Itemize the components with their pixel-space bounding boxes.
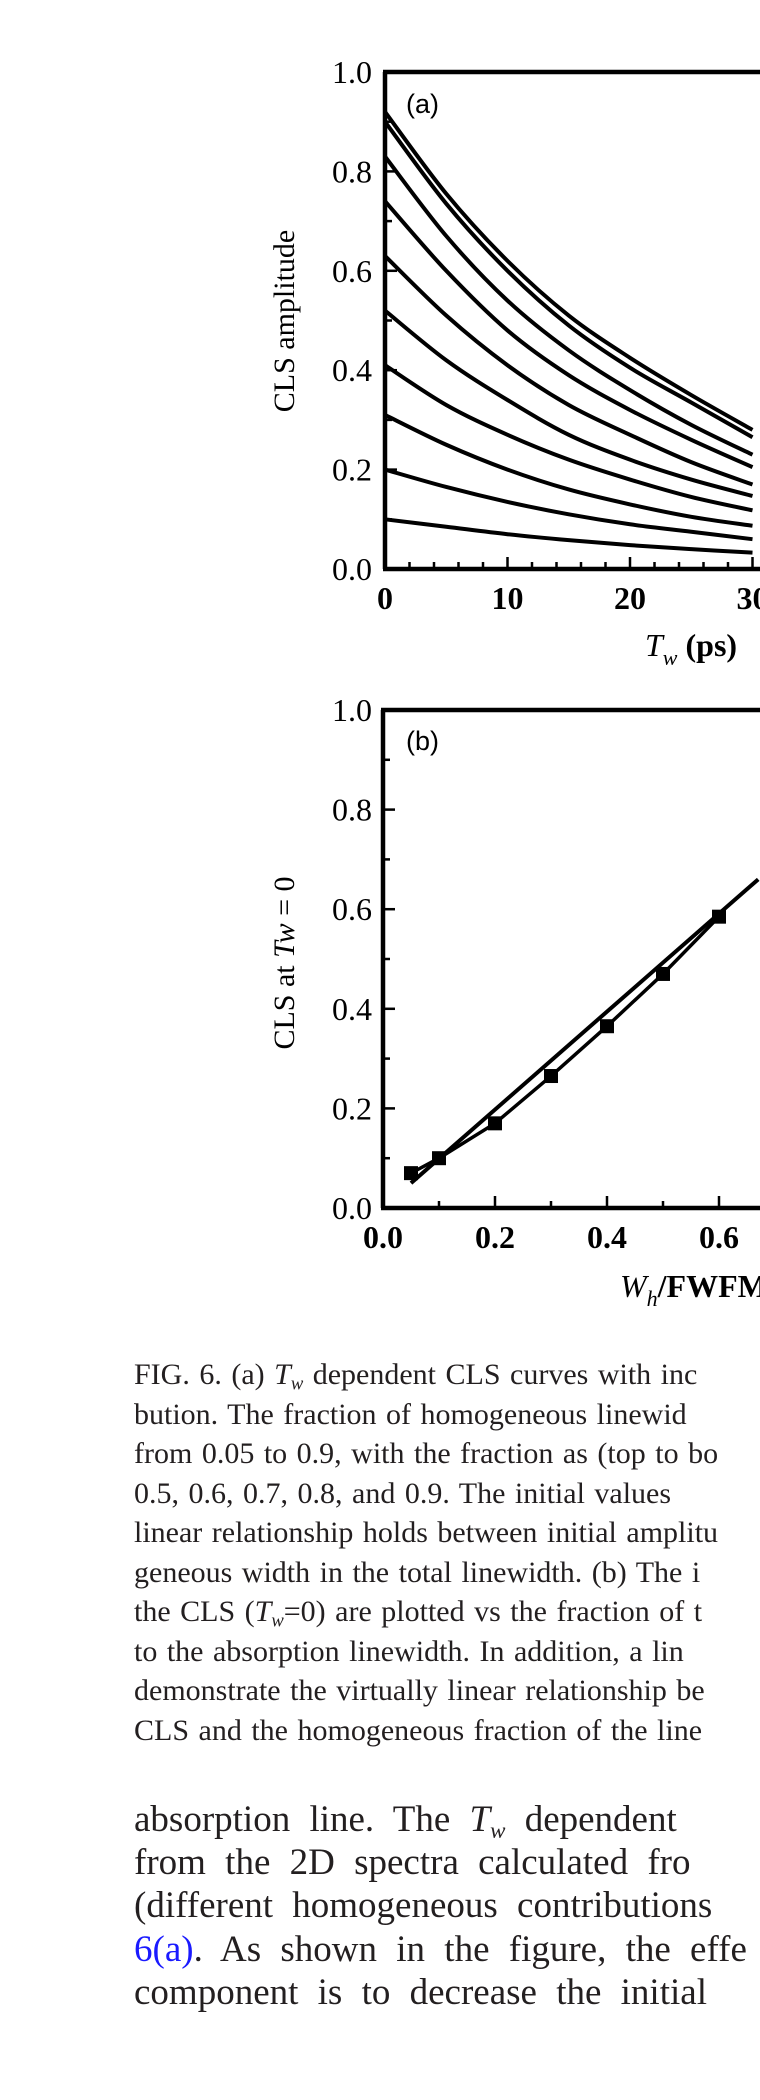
plot-b: 0.0 0.2 0.4 0.6 0.8 1.0 0.0 0.2 0.4 0.6 [332,692,760,1255]
y-tick-label: 0.8 [332,792,372,828]
data-point-marker [600,1019,614,1034]
body-text: absorption line. The [134,1799,470,1840]
body-line: from the 2D spectra calculated fro [134,1841,690,1885]
data-point-marker [432,1151,446,1166]
decay-curve-4 [383,199,754,469]
x-tick-label: 0.0 [363,1219,403,1255]
caption-line: demonstrate the virtually linear relatio… [134,1671,705,1711]
caption-line: geneous width in the total linewidth. (b… [134,1553,700,1593]
decay-curve-3 [383,155,754,457]
caption-line: CLS and the homogeneous fraction of the … [134,1711,702,1751]
data-point-marker [404,1166,418,1181]
x-tick-label: 0 [377,580,393,616]
x-tick-label: 0.2 [475,1219,515,1255]
y-tick-label: 1.0 [332,692,372,728]
body-line: absorption line. The Tw dependent [134,1798,677,1843]
caption-text: dependent CLS curves with inc [303,1358,698,1391]
x-tick-label: 10 [492,580,524,616]
caption-text: CLS and the homogeneous fraction of the … [134,1713,703,1747]
caption-text: w [271,1610,284,1632]
y-tick-label: 0.8 [332,153,372,189]
x-axis-title-b: Wh/FWFM [620,1268,760,1311]
caption-text: FIG. 6. (a) [134,1358,275,1391]
body-text: T [469,1799,491,1840]
body-text: dependent [505,1799,677,1840]
y-tick-label: 0.0 [332,1190,372,1226]
y-tick-label: 0.6 [332,891,372,927]
y-tick-label: 0.4 [332,352,372,388]
x-tick-label: 20 [614,580,646,616]
data-point-marker [712,909,726,924]
y-tick-label: 0.2 [332,452,372,488]
body-text: (different homogeneous contributions [134,1885,713,1927]
x-axis-title-a: Tw (ps) [645,627,737,670]
caption-text: 0.5, 0.6, 0.7, 0.8, and 0.9. The initial… [134,1476,672,1510]
caption-text: T [274,1358,291,1391]
caption-line: bution. The fraction of homogeneous line… [134,1395,687,1435]
caption-text: bution. The fraction of homogeneous line… [134,1397,687,1431]
body-line: component is to decrease the initial [134,1971,707,2015]
decay-curve-10 [384,517,753,555]
data-point-marker [656,966,670,981]
y-tick-label: 0.2 [332,1090,372,1126]
panel-label-a: (a) [406,89,439,119]
panel-label-b: (b) [406,726,439,756]
y-tick-label: 0.6 [332,253,372,289]
caption-text: T [254,1595,272,1628]
decay-curve-9 [384,467,753,542]
decay-curve-2 [383,120,754,440]
x-tick-label: 30 [737,580,760,616]
caption-text: geneous width in the total linewidth. (b… [134,1555,701,1589]
y-tick-label: 1.0 [332,54,372,90]
caption-line: from 0.05 to 0.9, with the fraction as (… [134,1434,718,1474]
caption-line: the CLS (Tw=0) are plotted vs the fracti… [134,1592,702,1632]
decay-curve-7 [383,363,753,513]
y-tick-label: 0.0 [332,551,372,587]
y-tick-label: 0.4 [332,991,372,1027]
decay-curve-5 [383,254,754,487]
caption-text: the CLS ( [134,1595,255,1628]
body-line: (different homogeneous contributions [134,1884,712,1928]
body-text: from the 2D spectra calculated fro [134,1842,691,1884]
x-tick-label: 0.4 [587,1219,627,1255]
caption-text: w [290,1373,304,1395]
decay-curve-6 [383,309,754,498]
figure-reference-link[interactable]: 6(a) [134,1928,194,1970]
data-point-marker [488,1116,502,1131]
caption-line: to the absorption linewidth. In addition… [134,1632,684,1672]
caption-text: from 0.05 to 0.9, with the fraction as (… [134,1437,719,1470]
body-text: component is to decrease the initial [134,1971,707,2013]
x-tick-label: 0.6 [699,1219,739,1255]
body-text: w [490,1817,506,1843]
caption-text: linear relationship holds between initia… [134,1516,719,1549]
caption-text: demonstrate the virtually linear relatio… [134,1674,705,1707]
caption-line: FIG. 6. (a) Tw dependent CLS curves with… [134,1355,697,1395]
body-text: . As shown in the figure, the effe [193,1928,747,1970]
decay-curve-1 [383,110,754,432]
caption-text: =0) are plotted vs the fraction of t [283,1595,703,1628]
data-point-marker [544,1069,558,1084]
linear-fit-line [409,877,760,1185]
caption-text: to the absorption linewidth. In addition… [134,1634,684,1668]
y-axis-title-b: CLS at Tw = 0 [268,876,301,1049]
caption-line: 0.5, 0.6, 0.7, 0.8, and 0.9. The initial… [134,1474,671,1514]
y-axis-title-a: CLS amplitude [268,230,301,413]
body-line: 6(a). As shown in the figure, the effe [134,1928,747,1972]
decay-curve-8 [384,413,753,528]
caption-line: linear relationship holds between initia… [134,1513,718,1553]
plot-a: 0.0 0.2 0.4 0.6 0.8 1.0 0 10 20 30 [332,54,760,616]
